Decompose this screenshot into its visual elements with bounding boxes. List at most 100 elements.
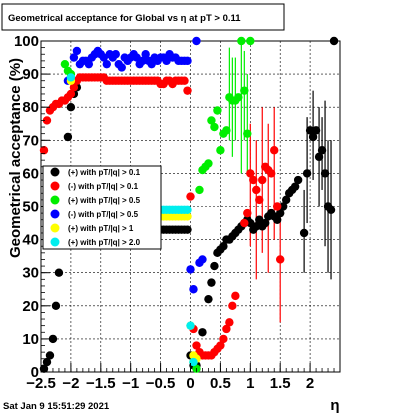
data-point (186, 265, 195, 274)
y-tick-label: 50 (22, 199, 39, 216)
x-tick-label: −2 (62, 375, 79, 392)
data-point (183, 56, 192, 66)
data-point (281, 195, 291, 205)
data-point (45, 351, 55, 360)
data-point (183, 212, 192, 221)
data-point (276, 255, 285, 264)
data-point (84, 59, 94, 69)
data-point (183, 86, 192, 95)
legend-marker (50, 195, 60, 205)
data-point (60, 59, 70, 69)
data-point (204, 294, 213, 304)
data-point (329, 36, 339, 46)
data-point (246, 36, 255, 46)
data-point (141, 50, 150, 59)
data-point (225, 318, 234, 327)
data-point (186, 321, 195, 330)
data-point (276, 208, 285, 218)
x-tick-label: 1.5 (270, 375, 291, 392)
data-point (249, 175, 258, 185)
legend: (+) with pT/|q| > 0.1 (-) with pT/|q| > 0… (42, 165, 162, 250)
data-point (204, 159, 213, 168)
data-point (255, 195, 264, 205)
x-tick-label: 0 (186, 375, 194, 392)
y-tick-label: 40 (22, 232, 39, 249)
data-point (42, 116, 52, 125)
chart-title: Geometrical acceptance for Global vs η a… (8, 13, 241, 24)
data-point (222, 324, 231, 334)
legend-label: (-) with pT/|q| > 0.1 (68, 182, 139, 191)
data-point (117, 63, 126, 72)
data-point (183, 225, 192, 234)
data-point (198, 328, 207, 337)
data-point (51, 301, 61, 310)
data-point (189, 285, 198, 294)
data-point (72, 46, 82, 56)
data-point (252, 222, 261, 231)
data-point (237, 36, 246, 46)
data-point (69, 83, 79, 92)
data-point (69, 53, 79, 62)
y-tick-label: 70 (22, 132, 39, 149)
data-point (216, 341, 225, 350)
data-point (240, 86, 249, 95)
data-point (273, 215, 282, 224)
data-point (234, 93, 243, 102)
y-tick-label: 20 (22, 298, 39, 315)
data-point (314, 152, 324, 162)
data-point (207, 116, 216, 125)
data-point (189, 357, 198, 367)
data-point (228, 301, 237, 310)
data-point (102, 59, 111, 69)
x-tick-label: 2 (306, 375, 314, 392)
title-box (1, 3, 285, 31)
data-point (54, 268, 64, 277)
y-tick-label: 80 (22, 99, 39, 116)
x-tick-label: 0.5 (210, 375, 231, 392)
data-point (216, 146, 225, 155)
data-point (293, 175, 303, 185)
legend-marker (50, 181, 60, 191)
x-tick-label: 1 (246, 375, 254, 392)
x-tick-label: −1 (122, 375, 139, 392)
data-point (207, 278, 216, 287)
data-point (311, 126, 321, 135)
data-point (63, 132, 73, 142)
data-point (302, 169, 312, 178)
data-point (213, 106, 222, 115)
y-tick-label: 90 (22, 66, 39, 83)
data-point (290, 182, 300, 191)
data-point (183, 205, 192, 215)
legend-marker (50, 223, 60, 233)
data-point (186, 192, 195, 201)
y-axis-title: Geometrical acceptance (%) (7, 58, 24, 258)
data-point (195, 185, 204, 195)
x-tick-label: −0.5 (146, 375, 176, 392)
x-tick-label: −1.5 (86, 375, 116, 392)
data-point (180, 76, 189, 85)
legend-label: (+) with pT/|q| > 2.0 (68, 238, 141, 247)
legend-label: (+) with pT/|q| > 0.5 (68, 196, 141, 205)
timestamp: Sat Jan 9 15:51:29 2021 (3, 401, 110, 412)
y-tick-label: 10 (22, 331, 39, 348)
data-point (267, 169, 276, 178)
legend-marker (50, 209, 60, 219)
data-point (317, 146, 327, 155)
data-point (39, 364, 49, 373)
data-point (48, 334, 58, 344)
data-point (273, 202, 282, 211)
axes: −2.5 −2 −1.5 −1 −0.5 0 0.5 1 1.5 2010203040506070… (14, 33, 341, 392)
data-point (246, 169, 255, 178)
data-point (39, 146, 49, 155)
x-tick-label: −2.5 (26, 375, 56, 392)
y-tick-label: 30 (22, 265, 39, 282)
data-point (66, 73, 76, 82)
legend-marker (50, 167, 60, 177)
data-point (252, 185, 261, 195)
data-point (66, 103, 76, 112)
data-point (243, 208, 252, 218)
data-point (231, 291, 240, 301)
data-markers (39, 36, 339, 373)
data-point (192, 36, 201, 46)
